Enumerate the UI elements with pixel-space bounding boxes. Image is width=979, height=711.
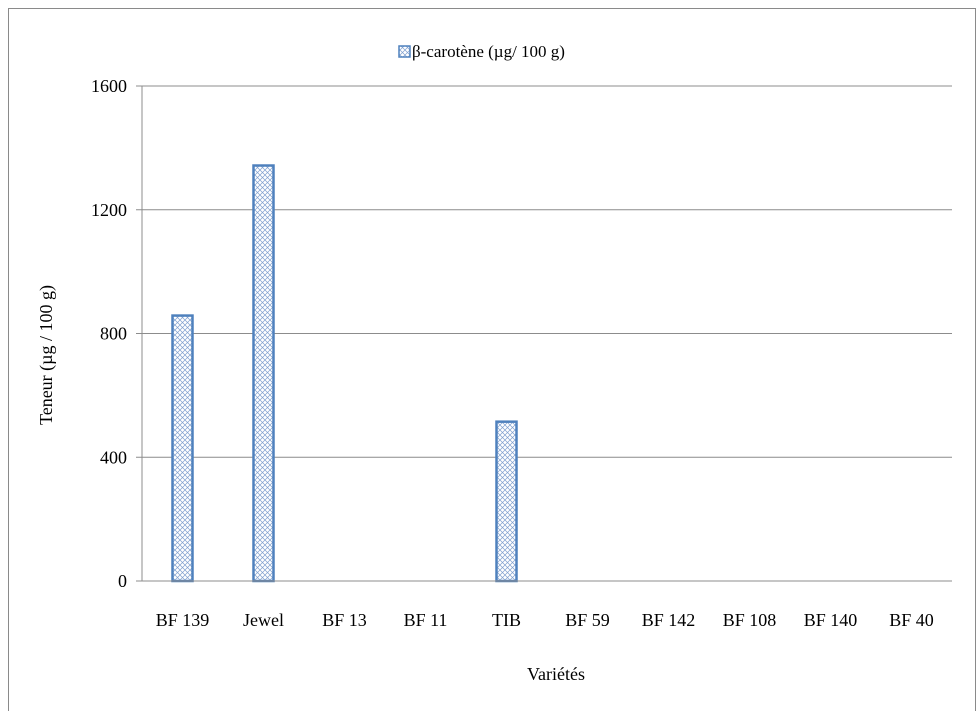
x-tick-label: BF 40 <box>889 610 934 630</box>
x-tick-label: Jewel <box>243 610 284 630</box>
axes: 0 400 800 1200 1600 BF 139 Jewel BF 13 BF 11 TIB B… <box>91 76 952 630</box>
bar-tib <box>495 420 518 583</box>
x-tick-label: TIB <box>492 610 521 630</box>
bar-jewel <box>252 164 275 583</box>
legend-swatch <box>398 45 411 58</box>
bars <box>171 164 518 583</box>
y-tick-label: 400 <box>100 447 127 467</box>
x-tick-label: BF 108 <box>723 610 777 630</box>
x-tick-label: BF 140 <box>804 610 858 630</box>
chart-frame <box>8 8 976 711</box>
bar-bf-139 <box>171 314 194 583</box>
y-tick-label: 1600 <box>91 76 127 96</box>
x-tick-label: BF 13 <box>322 610 367 630</box>
y-tick-label: 800 <box>100 324 127 344</box>
gridlines <box>142 85 952 458</box>
y-tick-label: 1200 <box>91 200 127 220</box>
x-tick-label: BF 11 <box>404 610 448 630</box>
x-tick-label: BF 142 <box>642 610 696 630</box>
x-tick-label: BF 139 <box>156 610 210 630</box>
legend-label: β-carotène (µg/ 100 g) <box>412 42 565 61</box>
y-axis-title: Teneur (µg / 100 g) <box>36 285 57 425</box>
y-tick-label: 0 <box>118 571 127 591</box>
x-tick-label: BF 59 <box>565 610 610 630</box>
x-axis-title: Variétés <box>527 664 585 684</box>
legend: β-carotène (µg/ 100 g) <box>398 42 565 61</box>
